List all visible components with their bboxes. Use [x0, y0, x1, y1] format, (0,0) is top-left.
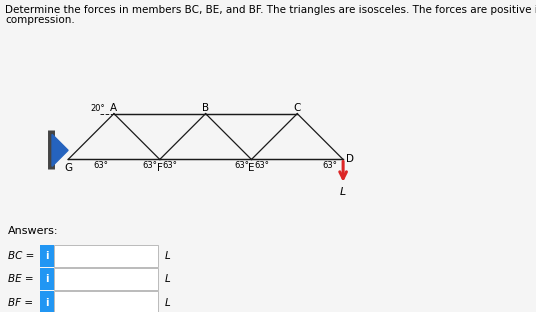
- FancyBboxPatch shape: [54, 268, 158, 290]
- Text: L: L: [165, 251, 170, 261]
- Text: Determine the forces in members BC, BE, and BF. The triangles are isosceles. The: Determine the forces in members BC, BE, …: [5, 5, 536, 15]
- Text: Answers:: Answers:: [8, 226, 58, 236]
- Text: A: A: [110, 103, 117, 113]
- Text: BC =: BC =: [8, 251, 34, 261]
- Text: 63°: 63°: [142, 161, 157, 170]
- Text: 20°: 20°: [91, 104, 105, 113]
- Text: 63°: 63°: [254, 161, 269, 170]
- Text: E: E: [248, 163, 255, 173]
- FancyBboxPatch shape: [54, 291, 158, 312]
- Text: 63°: 63°: [94, 161, 108, 170]
- Text: F: F: [157, 163, 163, 173]
- Text: i: i: [45, 298, 49, 308]
- Text: compression.: compression.: [5, 15, 75, 25]
- Text: i: i: [45, 251, 49, 261]
- FancyBboxPatch shape: [40, 245, 54, 267]
- Text: 63°: 63°: [234, 161, 249, 170]
- Text: L: L: [165, 274, 170, 284]
- FancyBboxPatch shape: [40, 291, 54, 312]
- Polygon shape: [52, 134, 68, 166]
- FancyBboxPatch shape: [54, 245, 158, 267]
- FancyBboxPatch shape: [40, 268, 54, 290]
- Text: i: i: [45, 274, 49, 284]
- Text: BE =: BE =: [8, 274, 34, 284]
- Text: 63°: 63°: [162, 161, 177, 170]
- Text: L: L: [165, 298, 170, 308]
- Text: G: G: [64, 163, 72, 173]
- Text: BF =: BF =: [8, 298, 33, 308]
- Text: L: L: [340, 187, 346, 197]
- Text: C: C: [294, 103, 301, 113]
- Text: 63°: 63°: [323, 161, 338, 170]
- Text: B: B: [202, 103, 209, 113]
- Text: D: D: [346, 154, 354, 164]
